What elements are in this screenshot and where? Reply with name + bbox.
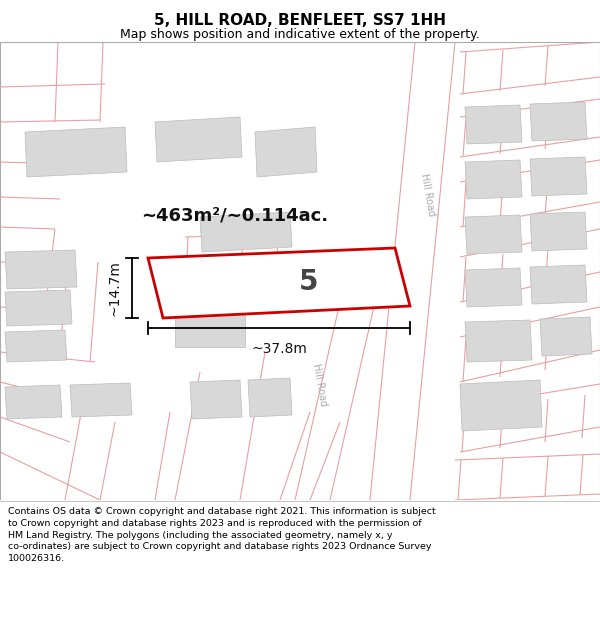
Polygon shape bbox=[540, 317, 592, 356]
Text: ~37.8m: ~37.8m bbox=[251, 342, 307, 356]
Polygon shape bbox=[248, 378, 292, 417]
Polygon shape bbox=[70, 383, 132, 417]
Text: ~14.7m: ~14.7m bbox=[108, 260, 122, 316]
Polygon shape bbox=[255, 127, 317, 177]
Text: Contains OS data © Crown copyright and database right 2021. This information is : Contains OS data © Crown copyright and d… bbox=[8, 507, 436, 563]
Polygon shape bbox=[465, 215, 522, 254]
Text: Map shows position and indicative extent of the property.: Map shows position and indicative extent… bbox=[120, 28, 480, 41]
Polygon shape bbox=[530, 102, 587, 141]
Polygon shape bbox=[5, 290, 72, 326]
Polygon shape bbox=[5, 250, 77, 289]
Polygon shape bbox=[465, 105, 522, 144]
Polygon shape bbox=[530, 265, 587, 304]
Polygon shape bbox=[5, 385, 62, 419]
Polygon shape bbox=[200, 212, 292, 252]
Polygon shape bbox=[175, 307, 245, 347]
Polygon shape bbox=[465, 268, 522, 307]
Polygon shape bbox=[5, 330, 67, 362]
Text: 5, HILL ROAD, BENFLEET, SS7 1HH: 5, HILL ROAD, BENFLEET, SS7 1HH bbox=[154, 13, 446, 28]
Polygon shape bbox=[155, 117, 242, 162]
Text: 5: 5 bbox=[299, 269, 319, 296]
Polygon shape bbox=[148, 248, 410, 318]
Polygon shape bbox=[190, 380, 242, 419]
Polygon shape bbox=[460, 380, 542, 431]
Text: Hill Road: Hill Road bbox=[311, 363, 329, 407]
Polygon shape bbox=[530, 157, 587, 196]
Polygon shape bbox=[465, 160, 522, 199]
Text: ~463m²/~0.114ac.: ~463m²/~0.114ac. bbox=[142, 206, 329, 224]
Polygon shape bbox=[465, 320, 532, 362]
Polygon shape bbox=[25, 127, 127, 177]
Polygon shape bbox=[530, 212, 587, 251]
Text: Hill Road: Hill Road bbox=[419, 173, 437, 217]
